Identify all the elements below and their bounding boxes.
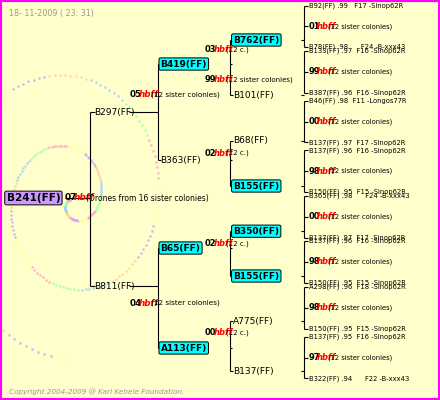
Text: hbff: hbff xyxy=(213,328,233,337)
Text: B133(FF) .97  F16 -Sinop62R: B133(FF) .97 F16 -Sinop62R xyxy=(309,48,405,54)
Text: hbff: hbff xyxy=(317,167,336,176)
Text: (12 sister colonies): (12 sister colonies) xyxy=(151,300,220,306)
Text: 03: 03 xyxy=(205,46,216,54)
Text: B155(FF): B155(FF) xyxy=(233,182,279,190)
Text: 05: 05 xyxy=(130,90,142,99)
Text: 07: 07 xyxy=(65,194,77,202)
Text: 02: 02 xyxy=(205,149,216,158)
Text: (12 sister colonies): (12 sister colonies) xyxy=(151,92,220,98)
Text: B150(FF) .95  F15 -Sinop62R: B150(FF) .95 F15 -Sinop62R xyxy=(309,280,406,286)
Text: B137(FF) .97  F17 -Sinop62R: B137(FF) .97 F17 -Sinop62R xyxy=(309,234,405,241)
Text: hbff: hbff xyxy=(317,68,336,76)
Text: (12 sister colonies): (12 sister colonies) xyxy=(328,69,392,75)
Text: B92(FF) .99   F17 -Sinop62R: B92(FF) .99 F17 -Sinop62R xyxy=(309,2,403,9)
Text: B297(FF): B297(FF) xyxy=(95,108,135,116)
Text: B65(FF): B65(FF) xyxy=(161,244,201,252)
Text: (12 sister colonies): (12 sister colonies) xyxy=(226,77,293,83)
Text: B137(FF) .96  F16 -Sinop62R: B137(FF) .96 F16 -Sinop62R xyxy=(309,238,406,244)
Text: 97: 97 xyxy=(309,353,320,362)
Text: B155(FF): B155(FF) xyxy=(233,272,279,280)
Text: 04: 04 xyxy=(130,299,142,308)
Text: B137(FF) .96  F16 -Sinop62R: B137(FF) .96 F16 -Sinop62R xyxy=(309,147,406,154)
Text: B137(FF) .97  F17 -Sinop62R: B137(FF) .97 F17 -Sinop62R xyxy=(309,139,405,146)
Text: 99: 99 xyxy=(205,76,216,84)
Text: 00: 00 xyxy=(309,117,320,126)
Text: B365(FF) .98      F24 -B-xxx43: B365(FF) .98 F24 -B-xxx43 xyxy=(309,193,410,199)
Text: hbff: hbff xyxy=(317,212,336,221)
Text: 00: 00 xyxy=(309,212,320,221)
Text: 01: 01 xyxy=(309,22,320,31)
Text: hbff: hbff xyxy=(213,76,233,84)
Text: B137(FF) .95  F16 -Sinop62R: B137(FF) .95 F16 -Sinop62R xyxy=(309,334,406,340)
Text: B762(FF): B762(FF) xyxy=(233,36,279,44)
Text: hbff: hbff xyxy=(213,149,233,158)
Text: B811(FF): B811(FF) xyxy=(95,282,135,290)
Text: B46(FF) .98  F11 -Longos77R: B46(FF) .98 F11 -Longos77R xyxy=(309,98,407,104)
Text: B101(FF): B101(FF) xyxy=(233,91,274,100)
Text: 98: 98 xyxy=(309,167,320,176)
Text: (12 sister colonies): (12 sister colonies) xyxy=(328,354,392,361)
Text: (12 sister colonies): (12 sister colonies) xyxy=(328,259,392,265)
Text: (12 sister colonies): (12 sister colonies) xyxy=(328,214,392,220)
Text: 99: 99 xyxy=(309,68,320,76)
Text: (12 c.): (12 c.) xyxy=(226,330,249,336)
Text: (12 sister colonies): (12 sister colonies) xyxy=(328,23,392,30)
Text: hbff: hbff xyxy=(317,353,336,362)
Text: 00: 00 xyxy=(205,328,216,337)
Text: hbff: hbff xyxy=(317,304,336,312)
Text: hbff: hbff xyxy=(213,240,233,248)
Text: (12 sister colonies): (12 sister colonies) xyxy=(328,118,392,125)
Text: hbff: hbff xyxy=(139,299,158,308)
Text: A113(FF): A113(FF) xyxy=(161,344,207,352)
Text: hbff: hbff xyxy=(317,117,336,126)
Text: (12 c.): (12 c.) xyxy=(226,241,249,247)
Text: hbff: hbff xyxy=(74,194,95,202)
Text: B363(FF): B363(FF) xyxy=(161,156,201,164)
Text: (12 sister colonies): (12 sister colonies) xyxy=(328,168,392,174)
Text: Copyright 2004-2009 @ Karl Kehele Foundation.: Copyright 2004-2009 @ Karl Kehele Founda… xyxy=(9,388,184,395)
Text: B241(FF): B241(FF) xyxy=(7,193,60,203)
Text: hbff: hbff xyxy=(317,258,336,266)
Text: 18- 11-2009 ( 23: 31): 18- 11-2009 ( 23: 31) xyxy=(9,9,94,18)
Text: hbff: hbff xyxy=(317,22,336,31)
Text: 98: 98 xyxy=(309,304,320,312)
Text: B150(FF) .95  F15 -Sinop62R: B150(FF) .95 F15 -Sinop62R xyxy=(309,189,406,195)
Text: B150(FF) .95  F15 -Sinop62R: B150(FF) .95 F15 -Sinop62R xyxy=(309,326,406,332)
Text: (Drones from 16 sister colonies): (Drones from 16 sister colonies) xyxy=(86,194,209,202)
Text: B387(FF) .96  F16 -Sinop62R: B387(FF) .96 F16 -Sinop62R xyxy=(309,90,406,96)
Text: A298(FF) .96  F18 -Sinop62R: A298(FF) .96 F18 -Sinop62R xyxy=(309,284,406,290)
Text: A775(FF): A775(FF) xyxy=(233,317,274,326)
Text: B68(FF): B68(FF) xyxy=(233,136,268,145)
Text: hbff: hbff xyxy=(213,46,233,54)
Text: B78(FF) .98      F24 -B-xxx43: B78(FF) .98 F24 -B-xxx43 xyxy=(309,44,405,50)
Text: B350(FF): B350(FF) xyxy=(233,227,279,236)
Text: 02: 02 xyxy=(205,240,216,248)
Text: B419(FF): B419(FF) xyxy=(161,60,207,68)
Text: 98: 98 xyxy=(309,258,320,266)
Text: B322(FF) .94      F22 -B-xxx43: B322(FF) .94 F22 -B-xxx43 xyxy=(309,375,409,382)
Text: hbff: hbff xyxy=(139,90,158,99)
Text: (12 c.): (12 c.) xyxy=(226,150,249,156)
Text: (12 c.): (12 c.) xyxy=(226,47,249,53)
Text: B137(FF): B137(FF) xyxy=(233,367,274,376)
Text: (12 sister colonies): (12 sister colonies) xyxy=(328,305,392,311)
